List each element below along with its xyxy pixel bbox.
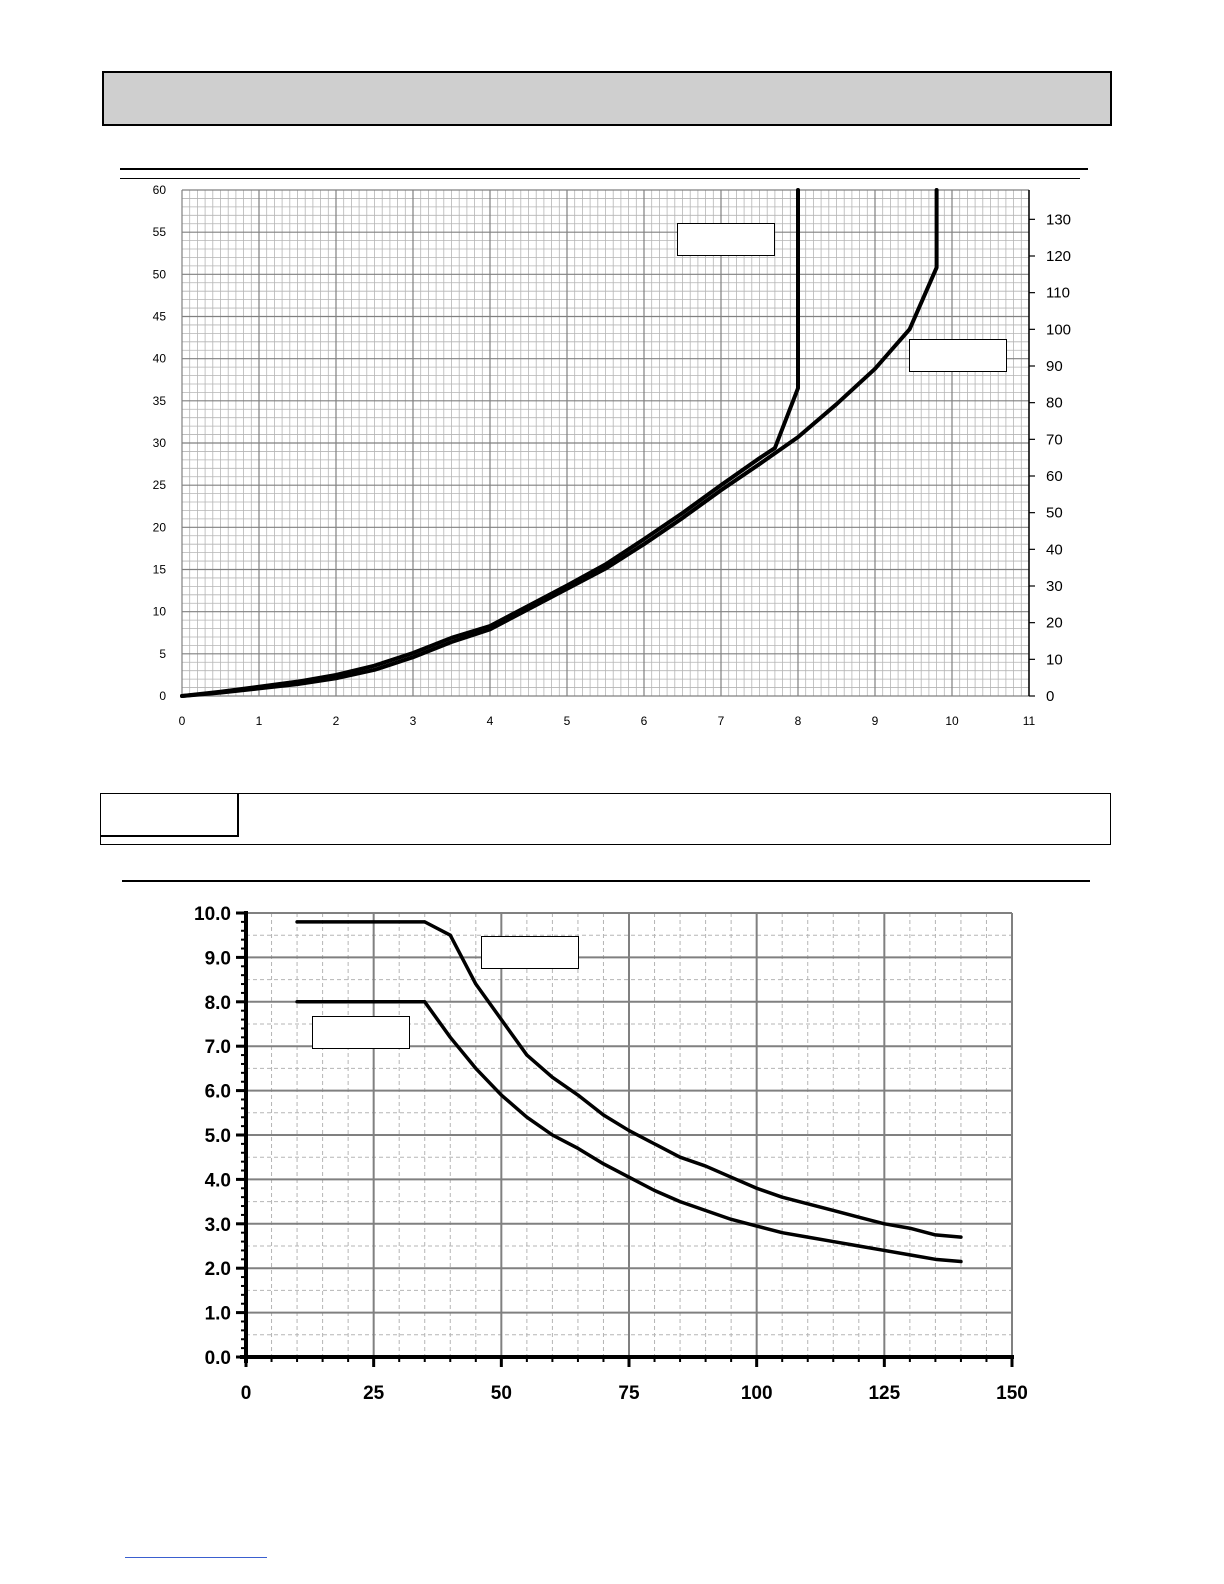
chart2-y-tick-label: 1.0: [205, 1304, 231, 1325]
chart1-x-tick-label: 7: [718, 714, 725, 728]
chart2-y-tick-label: 8.0: [205, 993, 231, 1014]
chart1-y-right-tick-label: 110: [1046, 285, 1070, 302]
chart1-x-tick-label: 4: [487, 714, 494, 728]
chart1-y-left-tick-label: 60: [153, 183, 167, 197]
chart1-x-tick-label: 11: [1023, 714, 1036, 728]
chart2-y-tick-label: 5.0: [205, 1126, 231, 1147]
chart1-x-tick-label: 10: [945, 714, 959, 728]
chart2-x-tick-label: 25: [363, 1383, 385, 1404]
chart1-y-right-tick-label: 90: [1046, 358, 1063, 375]
chart1-y-right-tick-label: 50: [1046, 505, 1063, 522]
chart1-y-left-tick-label: 10: [153, 605, 167, 619]
chart1-x-tick-label: 6: [641, 714, 648, 728]
chart1-y-left-tick-label: 15: [153, 563, 167, 577]
chart2-series-line-2: [295, 1000, 963, 1264]
chart2-y-tick-label: 0.0: [205, 1348, 231, 1369]
chart2-label-box-1: [481, 936, 579, 969]
chart1-x-tick-label: 5: [564, 714, 571, 728]
chart1-x-tick-label: 1: [256, 714, 263, 728]
chart1-series-line-2: [180, 188, 939, 698]
chart1-y-left-tick-label: 45: [153, 310, 167, 324]
chart1-y-left-tick-label: 30: [153, 436, 167, 450]
chart1-top-rule: [120, 168, 1088, 170]
chart1-y-right-tick-label: 0: [1046, 688, 1054, 705]
chart1-x-tick-label: 3: [410, 714, 417, 728]
chart1-y-left-tick-label: 5: [159, 647, 166, 661]
chart2-top-rule: [122, 880, 1090, 882]
chart1-y-right-tick-label: 100: [1046, 321, 1071, 338]
chart1-y-right-tick-label: 70: [1046, 431, 1063, 448]
chart1-y-right-tick-label: 30: [1046, 578, 1063, 595]
chart2-y-tick-label: 2.0: [205, 1259, 231, 1280]
chart1-x-tick-label: 8: [795, 714, 802, 728]
chart1-y-right-tick-label: 120: [1046, 248, 1071, 265]
chart1-y-left-tick-label: 35: [153, 394, 167, 408]
chart2-label-box-2: [312, 1016, 410, 1049]
chart1-top-rule-thin: [120, 178, 1080, 179]
chart2-series-line-1: [295, 920, 963, 1239]
chart2-x-tick-label: 75: [618, 1383, 640, 1404]
chart2-x-tick-label: 100: [741, 1383, 773, 1404]
chart2-x-tick-label: 0: [241, 1383, 252, 1404]
chart1-y-right-tick-label: 40: [1046, 541, 1063, 558]
note-row: [100, 793, 1111, 845]
chart2-y-tick-label: 3.0: [205, 1215, 231, 1236]
chart2-x-tick-label: 150: [996, 1383, 1028, 1404]
chart1-label-box-1: [677, 223, 775, 256]
chart1-svg: 0 1 2 3 4 5 6 7 8 9 10 1105101520253035404550556001…: [153, 183, 1071, 728]
chart1-y-right-tick-label: 130: [1046, 211, 1071, 228]
footer-link[interactable]: [125, 1557, 267, 1558]
chart1-series-line-1: [180, 188, 800, 698]
chart1-y-left-tick-label: 20: [153, 520, 167, 534]
chart2-y-tick-label: 9.0: [205, 948, 231, 969]
note-tab: [100, 793, 239, 837]
chart1-y-right-tick-label: 20: [1046, 615, 1063, 632]
chart2-x-tick-label: 125: [868, 1383, 900, 1404]
chart2-y-tick-label: 7.0: [205, 1037, 231, 1058]
chart1-y-left-tick-label: 55: [153, 225, 167, 239]
chart2-y-tick-label: 4.0: [205, 1170, 231, 1191]
chart2-y-tick-label: 10.0: [194, 904, 231, 925]
chart1-x-tick-label: 9: [872, 714, 879, 728]
chart1-y-left-tick-label: 0: [159, 689, 166, 703]
chart1-y-right-tick-label: 60: [1046, 468, 1063, 485]
title-bar: [102, 71, 1112, 126]
chart1-y-left-tick-label: 25: [153, 478, 167, 492]
chart1-y-left-tick-label: 50: [153, 267, 167, 281]
chart1-label-box-2: [909, 339, 1007, 372]
chart1-x-tick-label: 2: [333, 714, 340, 728]
chart1-y-right-tick-label: 80: [1046, 395, 1063, 412]
chart1-y-left-tick-label: 40: [153, 352, 167, 366]
chart2-y-tick-label: 6.0: [205, 1082, 231, 1103]
chart1-x-tick-label: 0: [179, 714, 186, 728]
chart1-y-right-tick-label: 10: [1046, 651, 1063, 668]
chart2-x-tick-label: 50: [491, 1383, 512, 1404]
